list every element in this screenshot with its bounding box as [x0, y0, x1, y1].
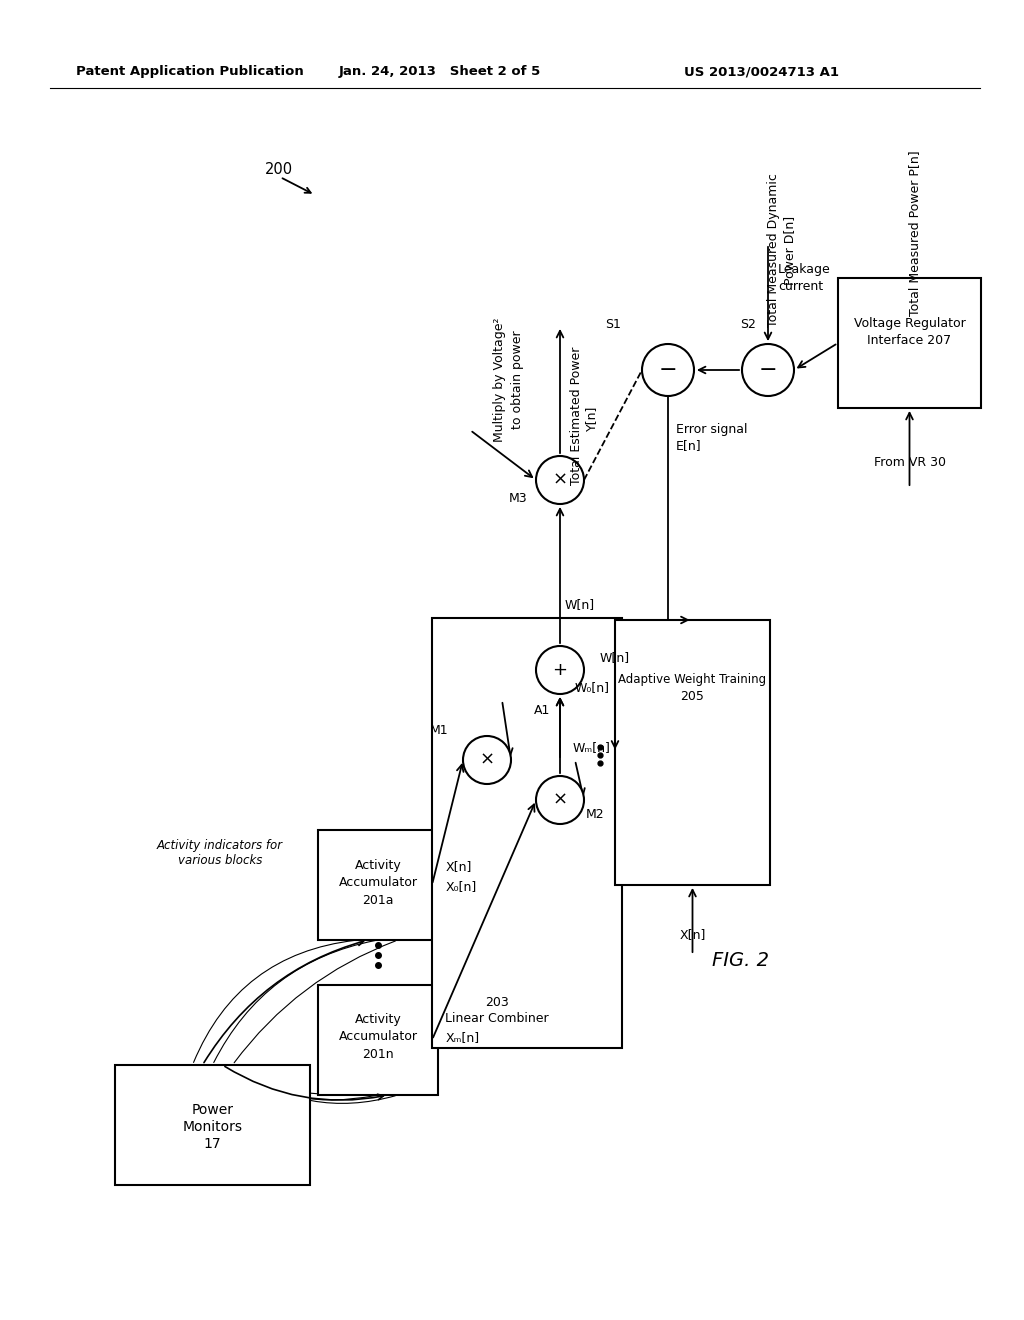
- Bar: [318, 830, 438, 940]
- Text: Total Measured Dynamic: Total Measured Dynamic: [767, 173, 779, 327]
- Text: A1: A1: [534, 704, 550, 717]
- Text: W₀[n]: W₀[n]: [575, 681, 610, 694]
- Text: 200: 200: [265, 162, 293, 177]
- Text: Activity: Activity: [354, 1014, 401, 1027]
- Text: to obtain power: to obtain power: [511, 331, 523, 429]
- Text: −: −: [658, 360, 677, 380]
- Text: S2: S2: [740, 318, 756, 331]
- Circle shape: [463, 737, 511, 784]
- Text: Activity indicators for: Activity indicators for: [157, 838, 283, 851]
- Text: +: +: [553, 661, 567, 678]
- Bar: [115, 1065, 310, 1185]
- Text: Total Measured Power P[n]: Total Measured Power P[n]: [908, 150, 921, 315]
- Text: Error signal: Error signal: [676, 424, 748, 437]
- Text: X[n]: X[n]: [446, 861, 472, 874]
- Text: ×: ×: [552, 791, 567, 809]
- Circle shape: [742, 345, 794, 396]
- Text: E[n]: E[n]: [676, 440, 701, 453]
- Text: W[n]: W[n]: [600, 652, 630, 664]
- Text: Voltage Regulator: Voltage Regulator: [854, 317, 966, 330]
- Text: Activity: Activity: [354, 858, 401, 871]
- Text: Multiply by Voltage²: Multiply by Voltage²: [494, 318, 507, 442]
- Text: S1: S1: [605, 318, 621, 331]
- Circle shape: [642, 345, 694, 396]
- Text: Wₘ[n]: Wₘ[n]: [572, 742, 610, 755]
- Text: Interface 207: Interface 207: [867, 334, 951, 346]
- Text: current: current: [778, 280, 823, 293]
- Text: Y[n]: Y[n]: [586, 405, 598, 430]
- Text: M2: M2: [586, 808, 604, 821]
- Text: M1: M1: [430, 723, 449, 737]
- Circle shape: [536, 455, 584, 504]
- Text: FIG. 2: FIG. 2: [712, 950, 768, 969]
- Text: Jan. 24, 2013   Sheet 2 of 5: Jan. 24, 2013 Sheet 2 of 5: [339, 66, 541, 78]
- Text: US 2013/0024713 A1: US 2013/0024713 A1: [684, 66, 840, 78]
- Text: M3: M3: [509, 491, 527, 504]
- Text: 201a: 201a: [362, 894, 394, 907]
- Text: W[n]: W[n]: [565, 598, 595, 611]
- Circle shape: [536, 776, 584, 824]
- Text: Power: Power: [191, 1104, 233, 1117]
- Text: Total Estimated Power: Total Estimated Power: [569, 347, 583, 486]
- Text: 203: 203: [485, 995, 509, 1008]
- Text: 205: 205: [681, 690, 705, 704]
- Text: X₀[n]: X₀[n]: [446, 880, 477, 894]
- Text: 17: 17: [204, 1137, 221, 1151]
- Text: Patent Application Publication: Patent Application Publication: [76, 66, 304, 78]
- Text: Linear Combiner: Linear Combiner: [445, 1011, 549, 1024]
- Text: Adaptive Weight Training: Adaptive Weight Training: [618, 673, 767, 686]
- Text: Power D[n]: Power D[n]: [783, 215, 797, 285]
- Text: −: −: [759, 360, 777, 380]
- Bar: [432, 618, 622, 1048]
- Text: ×: ×: [552, 471, 567, 488]
- Text: Monitors: Monitors: [182, 1119, 243, 1134]
- Bar: [318, 985, 438, 1096]
- Text: 201n: 201n: [362, 1048, 394, 1061]
- Text: ×: ×: [479, 751, 495, 770]
- Text: Xₘ[n]: Xₘ[n]: [446, 1031, 480, 1044]
- Text: X[n]: X[n]: [679, 928, 706, 941]
- Text: various blocks: various blocks: [178, 854, 262, 866]
- Text: Accumulator: Accumulator: [339, 875, 418, 888]
- Text: From VR 30: From VR 30: [873, 457, 945, 470]
- Text: Leakage: Leakage: [778, 264, 830, 276]
- Circle shape: [536, 645, 584, 694]
- Bar: [838, 279, 981, 408]
- Text: Accumulator: Accumulator: [339, 1031, 418, 1044]
- Bar: [615, 620, 770, 884]
